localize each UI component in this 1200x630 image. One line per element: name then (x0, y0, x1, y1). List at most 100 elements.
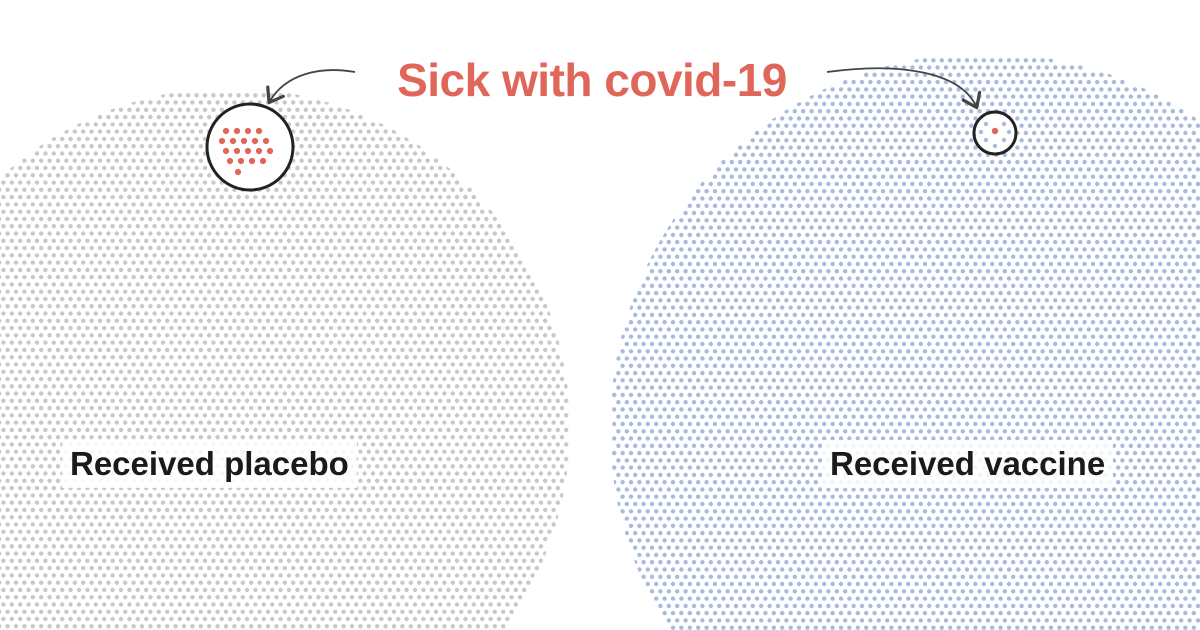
placebo-dot (186, 107, 191, 113)
placebo-dot (26, 529, 31, 534)
placebo-dot (459, 435, 464, 440)
placebo-dot (190, 173, 195, 178)
placebo-dot (526, 464, 531, 469)
placebo-dot (286, 311, 292, 316)
placebo-dot (316, 609, 321, 614)
placebo-dot (131, 595, 136, 600)
placebo-dot (160, 544, 166, 549)
placebo-dot (139, 362, 145, 367)
placebo-dot (123, 522, 128, 527)
placebo-dot (47, 187, 52, 192)
placebo-dot (127, 180, 132, 185)
placebo-dot (76, 325, 82, 331)
placebo-dot (81, 202, 86, 207)
placebo-dot (232, 289, 237, 294)
placebo-dot (488, 311, 493, 316)
placebo-dot (169, 253, 174, 258)
placebo-dot (236, 602, 241, 607)
vaccine-dot (956, 72, 961, 78)
placebo-dot (97, 318, 103, 323)
placebo-dot (123, 231, 128, 236)
placebo-dot (480, 456, 485, 462)
placebo-dot (547, 456, 552, 462)
placebo-dot (316, 580, 321, 585)
placebo-dot (446, 369, 451, 374)
placebo-dot (43, 471, 48, 476)
placebo-dot (102, 311, 107, 316)
placebo-dot (370, 151, 376, 156)
placebo-dot (349, 245, 355, 251)
vaccine-dot (876, 79, 881, 85)
placebo-dot (328, 165, 334, 171)
vaccine-dot (985, 94, 991, 99)
placebo-dot (488, 558, 493, 563)
placebo-dot (400, 536, 405, 542)
placebo-dot (131, 420, 136, 425)
vaccine-dot (1095, 123, 1100, 128)
placebo-dot (5, 449, 10, 454)
placebo-dot (257, 362, 262, 367)
placebo-dot (299, 391, 304, 396)
placebo-dot (169, 413, 174, 418)
placebo-dot (333, 362, 338, 367)
placebo-dot (18, 311, 23, 316)
placebo-dot (215, 435, 220, 440)
placebo-dot (412, 602, 418, 607)
placebo-dot (160, 165, 166, 171)
placebo-dot (211, 515, 216, 520)
vaccine-dot (1120, 94, 1125, 99)
placebo-dot (358, 304, 363, 309)
vaccine-dot (826, 138, 831, 143)
placebo-dot (39, 216, 44, 222)
placebo-dot (202, 369, 208, 374)
vaccine-dot (918, 123, 923, 128)
placebo-dot (522, 296, 527, 302)
placebo-dot (135, 529, 140, 534)
placebo-dot (173, 304, 178, 309)
placebo-dot (320, 384, 325, 389)
placebo-dot (303, 209, 308, 214)
placebo-dot (55, 231, 61, 236)
placebo-dot (68, 587, 73, 593)
vaccine-dot (1086, 94, 1092, 99)
placebo-dot (186, 180, 191, 185)
placebo-dot (417, 449, 422, 454)
placebo-dot (165, 580, 170, 585)
placebo-dot (463, 267, 468, 273)
placebo-dot (181, 595, 187, 600)
placebo-dot (177, 616, 182, 622)
placebo-dot (480, 485, 485, 491)
placebo-dot (207, 289, 212, 294)
placebo-dot (517, 289, 523, 294)
placebo-dot (282, 435, 287, 440)
placebo-dot (383, 609, 388, 614)
vaccine-dot (910, 79, 915, 85)
vaccine-dot (935, 138, 940, 143)
placebo-dot (232, 245, 237, 251)
placebo-dot (236, 515, 241, 520)
placebo-dot (400, 449, 405, 454)
placebo-dot (328, 602, 334, 607)
placebo-dot (93, 413, 99, 418)
placebo-dot (9, 165, 14, 171)
placebo-dot (228, 398, 233, 403)
placebo-dot (295, 544, 300, 549)
placebo-dot (244, 355, 250, 360)
placebo-dot (471, 515, 476, 520)
placebo-dot (265, 435, 271, 440)
placebo-dot (9, 369, 14, 374)
placebo-dot (93, 602, 99, 607)
placebo-dot (148, 158, 153, 163)
placebo-dot (76, 180, 82, 185)
placebo-dot (228, 515, 233, 520)
placebo-dot (114, 420, 120, 425)
placebo-dot (492, 609, 497, 614)
placebo-dot (555, 355, 560, 360)
placebo-dot (89, 405, 94, 411)
placebo-dot (408, 493, 413, 498)
placebo-dot (232, 595, 237, 600)
placebo-dot (354, 253, 359, 258)
placebo-dot (244, 500, 250, 505)
placebo-dot (316, 565, 321, 571)
placebo-dot (47, 478, 52, 483)
